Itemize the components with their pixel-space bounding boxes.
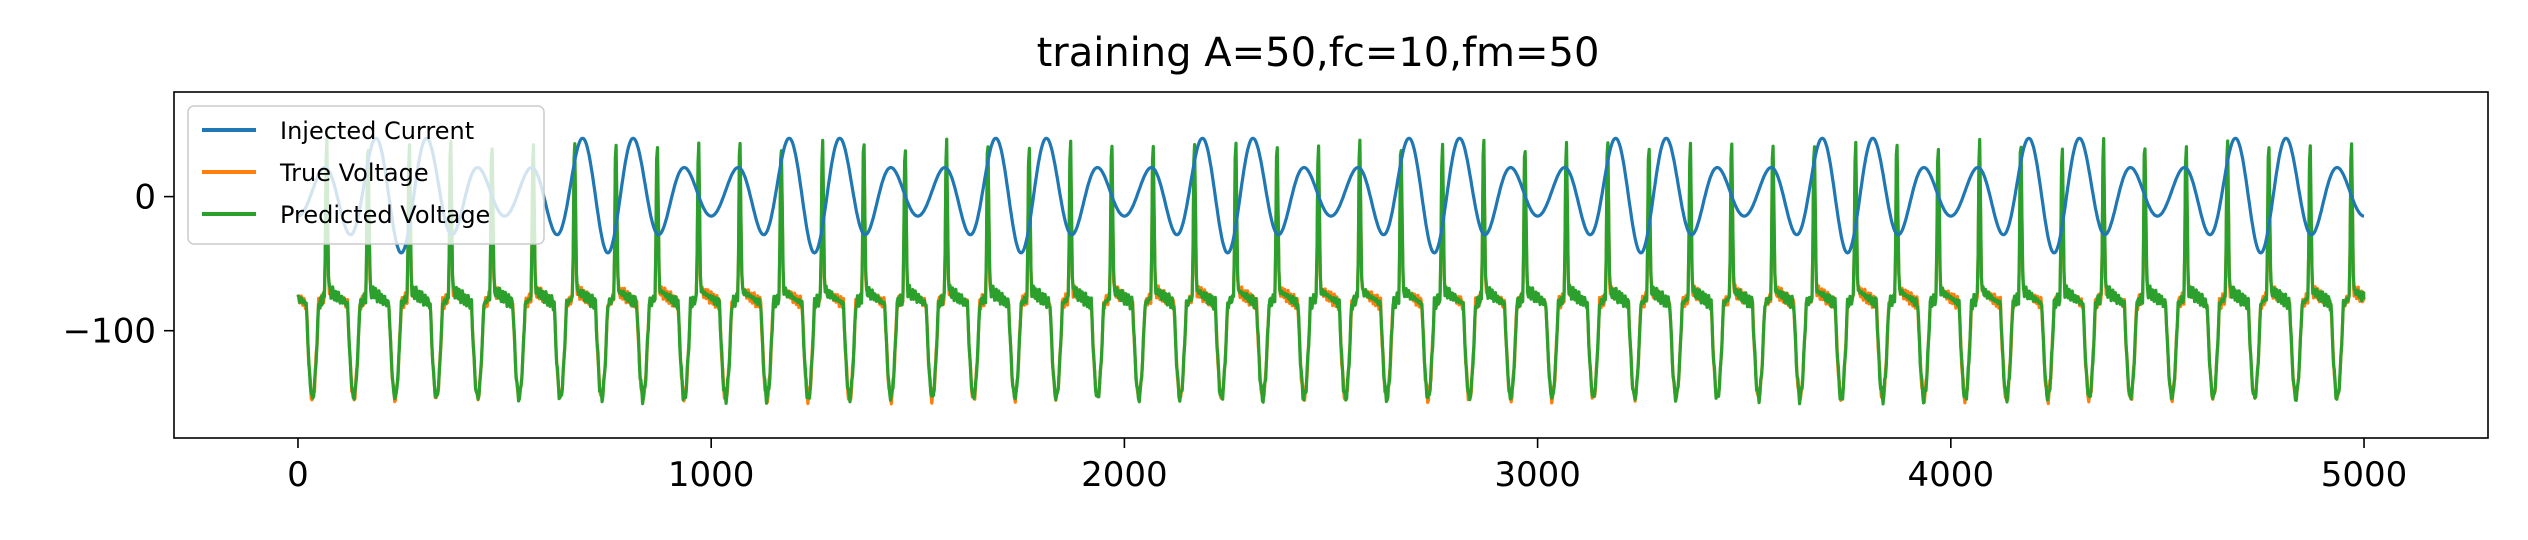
series-line-injected-current: [297, 136, 2365, 255]
legend-label-true-voltage: True Voltage: [279, 159, 429, 187]
plot-area: [173, 91, 2489, 439]
axes-frame: [173, 91, 2489, 439]
y-tick-label: 0: [134, 178, 156, 218]
legend-box: [187, 105, 545, 245]
series-group: [296, 136, 2366, 406]
x-tick-label: 0: [287, 455, 309, 495]
series-line-predicted-voltage: [296, 137, 2366, 406]
y-tick-label: −100: [63, 312, 156, 352]
x-tick-label: 4000: [1908, 455, 1995, 495]
x-tick-label: 5000: [2321, 455, 2408, 495]
y-axis: 0 −100: [63, 178, 174, 352]
x-tick-label: 1000: [668, 455, 755, 495]
x-tick-label: 2000: [1081, 455, 1168, 495]
x-axis: 0 1000 2000 3000 4000 5000: [287, 438, 2407, 495]
legend-label-predicted-voltage: Predicted Voltage: [280, 201, 490, 229]
chart-title: training A=50,fc=10,fm=50: [1037, 30, 1600, 76]
legend-label-injected-current: Injected Current: [280, 117, 474, 145]
legend: Injected Current True Voltage Predicted …: [187, 105, 545, 245]
x-tick-label: 3000: [1494, 455, 1581, 495]
